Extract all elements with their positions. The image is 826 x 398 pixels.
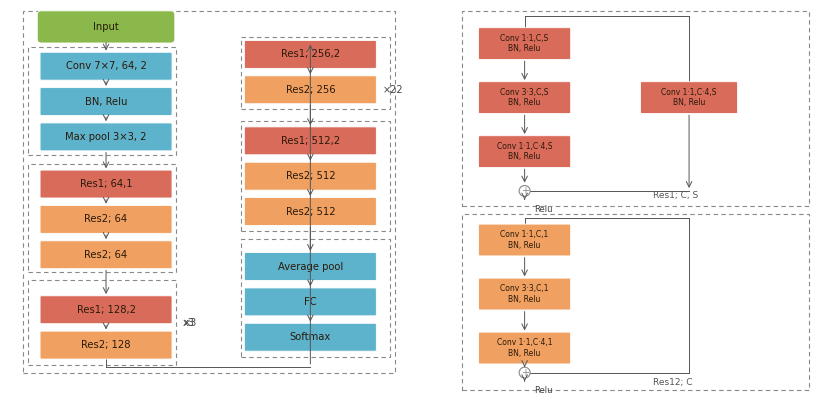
FancyBboxPatch shape [478, 28, 571, 60]
FancyBboxPatch shape [40, 52, 172, 80]
Text: Res1; 64,1: Res1; 64,1 [80, 179, 132, 189]
Text: Input: Input [93, 22, 119, 32]
Text: Conv 1·1,C·4,S
BN, Relu: Conv 1·1,C·4,S BN, Relu [662, 88, 717, 107]
Text: Softmax: Softmax [290, 332, 331, 342]
Bar [28, 47, 176, 154]
Text: Res1; C, S: Res1; C, S [653, 191, 698, 200]
FancyBboxPatch shape [244, 323, 377, 351]
Circle shape [520, 367, 530, 378]
FancyBboxPatch shape [40, 88, 172, 115]
FancyBboxPatch shape [40, 205, 172, 233]
Text: Res1; 128,2: Res1; 128,2 [77, 305, 135, 315]
FancyBboxPatch shape [37, 11, 175, 43]
Bar [28, 280, 176, 365]
Text: Average pool: Average pool [278, 261, 343, 271]
Text: Conv 3·3,C,S
BN, Relu: Conv 3·3,C,S BN, Relu [501, 88, 548, 107]
Bar [23, 11, 395, 373]
FancyBboxPatch shape [40, 170, 172, 198]
Bar [28, 164, 176, 272]
Text: Conv 7×7, 64, 2: Conv 7×7, 64, 2 [65, 61, 146, 71]
Bar [240, 121, 390, 231]
Bar [240, 239, 390, 357]
Text: Res2; 64: Res2; 64 [84, 215, 127, 224]
Bar [462, 213, 809, 390]
FancyBboxPatch shape [244, 41, 377, 68]
FancyBboxPatch shape [640, 82, 738, 113]
FancyBboxPatch shape [478, 136, 571, 168]
Text: Res12; C: Res12; C [653, 378, 692, 387]
FancyBboxPatch shape [244, 197, 377, 226]
Text: Conv 1·1,C·4,S
BN, Relu: Conv 1·1,C·4,S BN, Relu [497, 142, 553, 161]
Text: Res2; 512: Res2; 512 [286, 207, 335, 217]
Text: +: + [520, 186, 529, 196]
Text: Res1; 512,2: Res1; 512,2 [281, 136, 340, 146]
FancyBboxPatch shape [244, 162, 377, 190]
Text: Conv 3·3,C,1
BN, Relu: Conv 3·3,C,1 BN, Relu [501, 284, 548, 304]
Text: Res1; 256,2: Res1; 256,2 [281, 49, 340, 59]
Text: Res2; 256: Res2; 256 [286, 85, 335, 95]
Circle shape [520, 185, 530, 196]
FancyBboxPatch shape [244, 127, 377, 155]
FancyBboxPatch shape [478, 224, 571, 256]
Text: Max pool 3×3, 2: Max pool 3×3, 2 [65, 132, 147, 142]
FancyBboxPatch shape [40, 241, 172, 269]
Text: +: + [520, 368, 529, 378]
FancyBboxPatch shape [40, 296, 172, 324]
FancyBboxPatch shape [478, 278, 571, 310]
FancyBboxPatch shape [40, 123, 172, 151]
Text: ×3: ×3 [183, 318, 197, 328]
Bar [462, 11, 809, 206]
FancyBboxPatch shape [478, 82, 571, 113]
Text: Conv 1·1,C·4,1
BN, Relu: Conv 1·1,C·4,1 BN, Relu [497, 338, 553, 358]
Text: Conv 1·1,C,1
BN, Relu: Conv 1·1,C,1 BN, Relu [501, 230, 548, 250]
Text: BN, Relu: BN, Relu [85, 97, 127, 107]
FancyBboxPatch shape [244, 253, 377, 281]
FancyBboxPatch shape [244, 76, 377, 104]
FancyBboxPatch shape [40, 331, 172, 359]
Text: ×22: ×22 [383, 85, 404, 95]
Text: Res2; 512: Res2; 512 [286, 171, 335, 181]
FancyBboxPatch shape [478, 332, 571, 364]
Text: FC: FC [304, 297, 316, 307]
Text: Relu: Relu [534, 205, 553, 214]
Text: Relu: Relu [534, 386, 553, 395]
Text: Conv 1·1,C,S
BN, Relu: Conv 1·1,C,S BN, Relu [501, 34, 548, 53]
Text: x3: x3 [183, 318, 195, 328]
Text: Res2; 64: Res2; 64 [84, 250, 127, 260]
Text: Res2; 128: Res2; 128 [81, 340, 131, 350]
Bar [240, 37, 390, 109]
FancyBboxPatch shape [244, 288, 377, 316]
